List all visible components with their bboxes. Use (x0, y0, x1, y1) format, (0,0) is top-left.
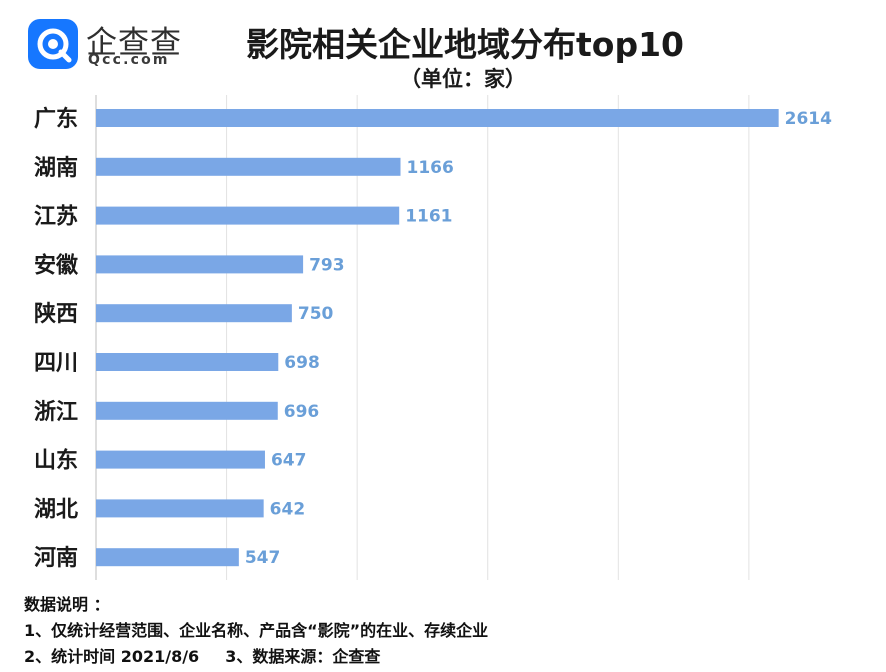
qcc-logo-icon (28, 19, 78, 69)
bar-9 (96, 499, 264, 518)
data-label-7: 696 (284, 402, 320, 422)
data-label-6: 698 (284, 353, 320, 373)
data-label-1: 2614 (785, 109, 832, 129)
bar-2 (96, 157, 401, 176)
notes-heading: 数据说明 ： (24, 595, 110, 614)
bar-6 (96, 353, 279, 371)
data-label-4: 793 (309, 255, 345, 275)
chart-title: 影院相关企业地域分布top10 (246, 25, 684, 64)
category-label-10: 河南 (34, 546, 78, 571)
category-label-7: 浙江 (34, 400, 78, 425)
data-notes: 数据说明 ： 1、仅统计经营范围、企业名称、产品含“影院”的在业、存续企业 2、… (24, 592, 488, 670)
data-label-8: 647 (271, 451, 307, 471)
bar-4 (96, 255, 304, 274)
bar-3 (96, 206, 400, 225)
brand-name: 企查查 (86, 25, 182, 61)
category-label-8: 山东 (34, 448, 78, 474)
brand-url: Qcc.com (88, 52, 170, 68)
notes-line-2-source: 3、数据来源：企查查 (225, 647, 381, 666)
bar-1 (96, 109, 779, 127)
category-label-3: 江苏 (34, 204, 78, 230)
bar-7 (96, 401, 278, 420)
data-label-9: 642 (270, 499, 306, 519)
bar-5 (96, 304, 292, 323)
chart-subtitle: （单位：家） (400, 67, 526, 91)
category-label-9: 湖北 (34, 497, 78, 522)
bar-8 (96, 450, 265, 469)
category-label-5: 陕西 (34, 302, 78, 327)
category-label-2: 湖南 (34, 156, 78, 181)
category-label-6: 四川 (34, 351, 78, 376)
data-label-5: 750 (298, 304, 334, 324)
data-label-3: 1161 (405, 207, 452, 227)
notes-line-2: 2、统计时间 2021/8/6 3、数据来源：企查查 (24, 644, 488, 670)
notes-line-1: 1、仅统计经营范围、企业名称、产品含“影院”的在业、存续企业 (24, 621, 489, 640)
data-label-2: 1166 (407, 158, 454, 178)
notes-line-2-time: 2、统计时间 2021/8/6 (24, 647, 200, 666)
category-label-1: 广东 (34, 106, 78, 132)
category-label-4: 安徽 (34, 252, 79, 278)
bar-10 (96, 548, 239, 567)
qcc-logo: 企查查 Qcc.com (28, 19, 198, 75)
data-label-10: 547 (245, 548, 280, 568)
